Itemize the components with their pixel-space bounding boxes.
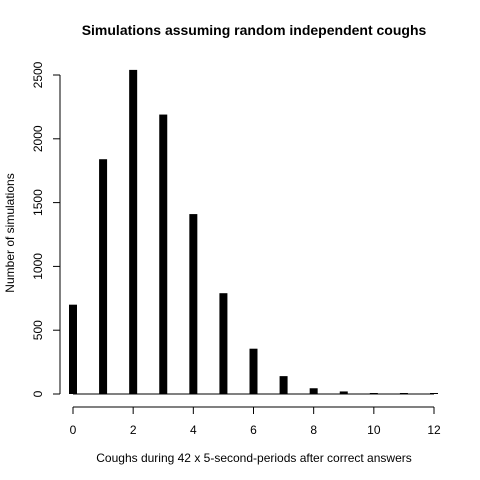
y-tick-label-2500: 2500 (31, 61, 45, 88)
y-tick-label-1500: 1500 (31, 189, 45, 216)
bar-6 (249, 348, 258, 394)
bar-9 (339, 391, 348, 394)
bar-7 (279, 376, 288, 394)
x-tick-label-0: 0 (70, 423, 77, 437)
bar-0 (69, 304, 77, 394)
bar-12 (430, 393, 438, 394)
x-tick-label-4: 4 (190, 423, 197, 437)
bar-4 (189, 214, 198, 394)
x-tick-label-2: 2 (130, 423, 137, 437)
x-tick-label-10: 10 (367, 423, 381, 437)
y-axis-label: Number of simulations (3, 173, 17, 292)
bar-10 (369, 393, 378, 394)
bar-3 (159, 114, 168, 394)
y-tick-label-500: 500 (31, 320, 45, 340)
plot-area: 0 2 4 6 8 10 12 0 500 1000 1500 2000 2500 (31, 61, 441, 437)
x-tick-label-12: 12 (427, 423, 441, 437)
y-tick-label-2000: 2000 (31, 125, 45, 152)
bar-1 (99, 159, 108, 394)
bar-11 (399, 393, 408, 394)
y-tick-label-1000: 1000 (31, 253, 45, 280)
chart-title: Simulations assuming random independent … (82, 22, 427, 38)
bar-5 (219, 293, 228, 394)
x-tick-label-8: 8 (310, 423, 317, 437)
x-tick-label-6: 6 (250, 423, 257, 437)
x-axis-label: Coughs during 42 x 5-second-periods afte… (96, 451, 412, 465)
y-tick-label-0: 0 (31, 390, 45, 397)
bar-2 (129, 69, 138, 395)
bar-8 (309, 388, 318, 394)
